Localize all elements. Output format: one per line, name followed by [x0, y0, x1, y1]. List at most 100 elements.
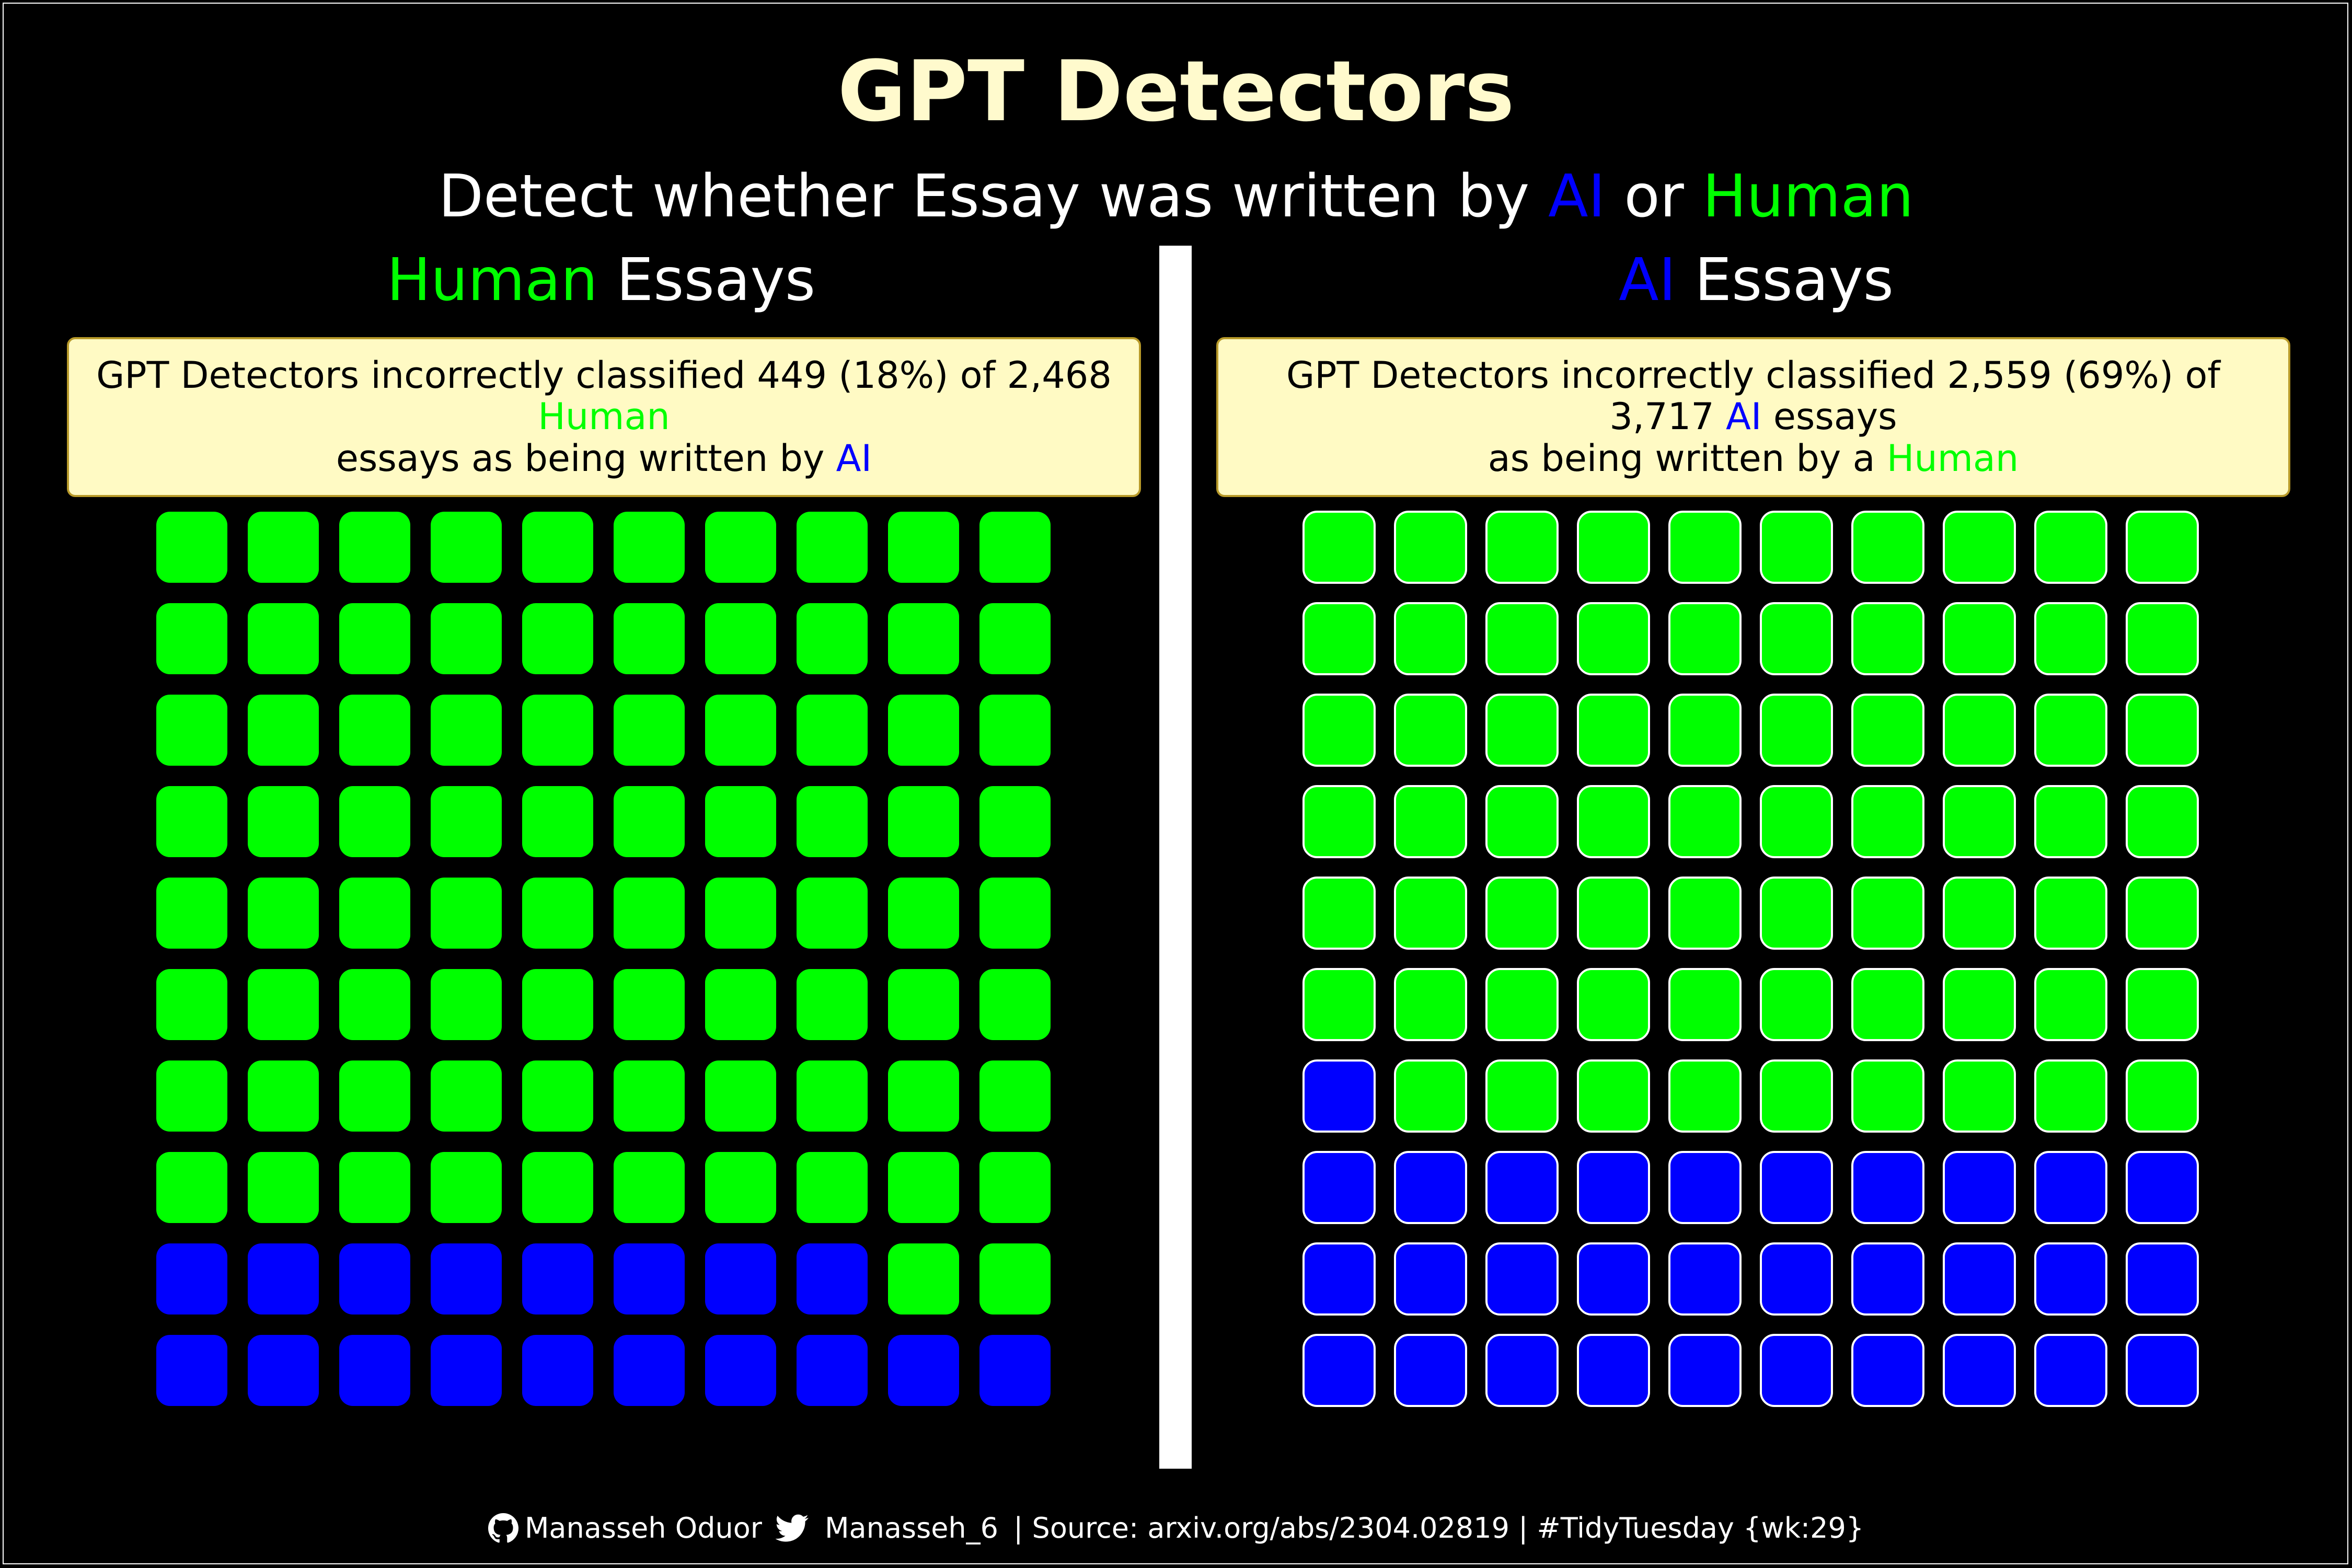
waffle-tile-human	[1394, 511, 1467, 584]
waffle-tile-human	[1668, 602, 1742, 675]
waffle-tile-human	[339, 1152, 410, 1223]
waffle-tile-human	[979, 1152, 1051, 1223]
waffle-tile-human	[1760, 694, 1833, 767]
waffle-tile-ai	[1577, 1242, 1650, 1316]
waffle-tile-human	[1485, 785, 1559, 858]
waffle-tile-human	[431, 786, 502, 857]
waffle-tile-human	[1302, 877, 1376, 950]
waffle-tile-human	[1668, 968, 1742, 1041]
waffle-chart-human-essays	[156, 512, 1051, 1406]
panel-divider	[1159, 246, 1192, 1469]
waffle-tile-human	[1394, 785, 1467, 858]
waffle-tile-human	[248, 512, 319, 583]
page-title: GPT Detectors	[837, 42, 1515, 140]
waffle-tile-human	[1760, 511, 1833, 584]
subtitle-human: Human	[1702, 163, 1914, 230]
waffle-tile-human	[797, 603, 868, 674]
waffle-tile-human	[248, 695, 319, 766]
waffle-tile-ai	[979, 1335, 1051, 1406]
waffle-tile-human	[2126, 511, 2199, 584]
waffle-tile-human	[1577, 602, 1650, 675]
waffle-tile-human	[156, 969, 227, 1040]
subtitle-text-1: Detect whether Essay was written by	[438, 163, 1548, 230]
waffle-tile-human	[705, 1060, 776, 1132]
footer-caption: Manasseh Oduor Manasseh_6 | Source: arxi…	[0, 1513, 2352, 1543]
waffle-tile-human	[156, 512, 227, 583]
waffle-tile-human	[1760, 1059, 1833, 1133]
waffle-tile-ai	[522, 1335, 593, 1406]
waffle-tile-human	[2126, 1059, 2199, 1133]
waffle-tile-human	[1760, 602, 1833, 675]
waffle-tile-human	[156, 878, 227, 949]
waffle-tile-ai	[797, 1335, 868, 1406]
waffle-tile-human	[2034, 968, 2107, 1041]
waffle-tile-human	[797, 512, 868, 583]
footer-author: Manasseh Oduor	[524, 1512, 762, 1544]
waffle-tile-human	[888, 1243, 959, 1315]
waffle-tile-human	[1302, 694, 1376, 767]
note-highlight-human: Human	[1886, 436, 2019, 480]
waffle-tile-human	[2126, 968, 2199, 1041]
waffle-tile-human	[431, 512, 502, 583]
waffle-tile-human	[522, 603, 593, 674]
waffle-tile-ai	[156, 1335, 227, 1406]
waffle-tile-ai	[522, 1243, 593, 1315]
waffle-tile-human	[1485, 694, 1559, 767]
waffle-tile-ai	[705, 1243, 776, 1315]
waffle-tile-ai	[797, 1243, 868, 1315]
waffle-tile-human	[1851, 511, 1924, 584]
waffle-tile-human	[339, 969, 410, 1040]
waffle-tile-ai	[1302, 1242, 1376, 1316]
waffle-tile-human	[888, 512, 959, 583]
waffle-tile-human	[614, 695, 685, 766]
panel-title-human: Human Essays	[52, 251, 1150, 309]
waffle-tile-human	[431, 1152, 502, 1223]
waffle-tile-human	[156, 1152, 227, 1223]
waffle-tile-human	[979, 695, 1051, 766]
waffle-tile-human	[156, 603, 227, 674]
note-human-essays: GPT Detectors incorrectly classified 449…	[67, 337, 1141, 497]
waffle-tile-human	[888, 1152, 959, 1223]
note-line-2: as being written by a Human	[1488, 436, 2019, 480]
waffle-tile-human	[1577, 877, 1650, 950]
waffle-tile-human	[888, 695, 959, 766]
waffle-tile-ai	[1302, 1151, 1376, 1224]
waffle-tile-human	[705, 878, 776, 949]
waffle-tile-human	[614, 878, 685, 949]
waffle-tile-ai	[156, 1243, 227, 1315]
waffle-tile-human	[888, 603, 959, 674]
waffle-tile-human	[797, 878, 868, 949]
waffle-tile-human	[797, 1152, 868, 1223]
waffle-tile-ai	[888, 1335, 959, 1406]
waffle-tile-human	[1485, 968, 1559, 1041]
waffle-tile-human	[1302, 602, 1376, 675]
waffle-tile-ai	[1577, 1334, 1650, 1407]
subtitle-ai: AI	[1548, 163, 1606, 230]
waffle-tile-human	[248, 969, 319, 1040]
waffle-tile-human	[1943, 785, 2016, 858]
waffle-tile-human	[705, 512, 776, 583]
waffle-tile-human	[431, 878, 502, 949]
waffle-tile-human	[797, 969, 868, 1040]
waffle-tile-human	[248, 1152, 319, 1223]
waffle-tile-human	[2126, 877, 2199, 950]
panel-title-human-colored: Human	[386, 246, 598, 314]
waffle-tile-human	[2034, 785, 2107, 858]
waffle-tile-human	[2034, 511, 2107, 584]
waffle-tile-human	[1668, 1059, 1742, 1133]
waffle-tile-human	[339, 512, 410, 583]
waffle-tile-ai	[1943, 1334, 2016, 1407]
waffle-tile-human	[705, 786, 776, 857]
waffle-tile-human	[1851, 1059, 1924, 1133]
waffle-tile-ai	[1668, 1334, 1742, 1407]
waffle-tile-human	[1302, 511, 1376, 584]
waffle-tile-human	[522, 786, 593, 857]
waffle-chart-ai-essays	[1302, 511, 2199, 1407]
waffle-tile-ai	[1394, 1242, 1467, 1316]
waffle-tile-human	[797, 786, 868, 857]
waffle-tile-human	[2034, 602, 2107, 675]
waffle-tile-ai	[1943, 1242, 2016, 1316]
waffle-tile-ai	[2034, 1334, 2107, 1407]
waffle-tile-ai	[1851, 1242, 1924, 1316]
